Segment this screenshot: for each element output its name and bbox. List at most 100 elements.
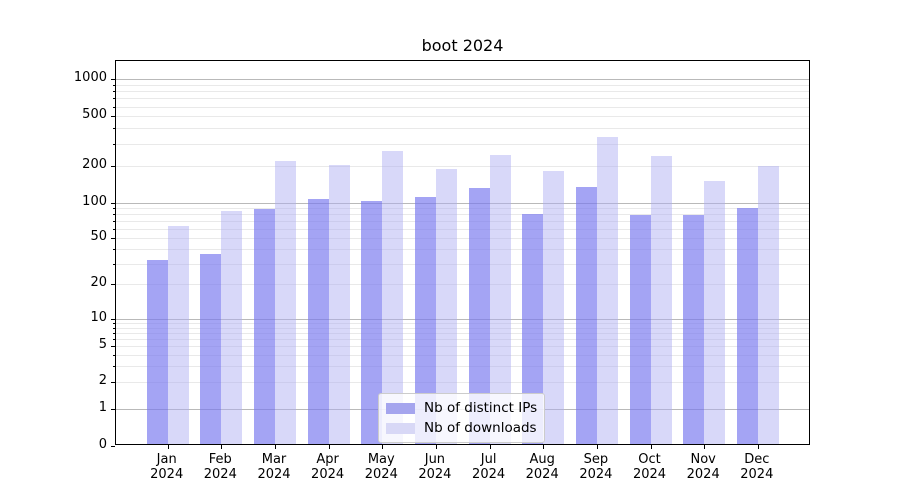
x-tick-label: Dec 2024 <box>725 452 789 482</box>
bar-downloads <box>221 211 243 444</box>
y-tick-label: 20 <box>90 275 107 291</box>
y-tick-mark <box>111 319 115 320</box>
grid-minor-line <box>116 332 809 334</box>
x-tick-mark <box>489 445 491 449</box>
bar-distinct-ips <box>468 187 490 444</box>
x-tick-label-month: Jan <box>156 452 177 467</box>
x-tick-label-month: Dec <box>744 452 770 467</box>
bar-distinct-ips <box>254 209 275 444</box>
x-tick-label-year: 2024 <box>364 467 398 482</box>
x-tick-label: Sep 2024 <box>564 452 628 482</box>
y-tick-mark <box>111 409 115 410</box>
bar-distinct-ips <box>683 214 705 444</box>
legend-swatch <box>386 422 415 434</box>
bar-downloads <box>328 164 350 444</box>
y-tick-label: 2 <box>98 372 107 388</box>
bar-distinct-ips <box>736 208 758 444</box>
grid-minor-line <box>116 249 809 251</box>
bar-downloads <box>704 181 726 444</box>
y-minor-tick-mark <box>113 263 115 265</box>
x-tick-mark <box>435 445 437 449</box>
y-tick-mark <box>111 381 115 383</box>
x-tick-label-month: Aug <box>529 452 555 467</box>
legend-label: Nb of distinct IPs <box>424 400 538 416</box>
grid-minor-line <box>116 98 809 100</box>
y-minor-tick-mark <box>113 214 115 216</box>
grid-minor-line <box>116 128 809 130</box>
bar-downloads <box>382 150 404 444</box>
grid-minor-line <box>116 327 809 329</box>
grid-minor-line <box>116 263 809 265</box>
x-tick-label-month: Feb <box>208 452 232 467</box>
chart-title: boot 2024 <box>421 36 504 55</box>
x-tick-label-year: 2024 <box>740 467 774 482</box>
bar-distinct-ips <box>575 186 597 444</box>
bar-distinct-ips <box>307 199 329 444</box>
y-minor-tick-mark <box>113 366 115 368</box>
x-tick-mark <box>382 445 384 449</box>
bar-downloads <box>650 156 672 444</box>
bar-distinct-ips <box>200 253 222 444</box>
bar-downloads <box>596 137 618 444</box>
x-tick-label: Nov 2024 <box>671 452 735 482</box>
x-tick-label: Oct 2024 <box>618 452 682 482</box>
bar-distinct-ips <box>522 213 544 444</box>
bar-downloads <box>167 225 189 444</box>
x-tick-mark <box>704 445 706 449</box>
y-tick-mark <box>111 237 115 239</box>
x-tick-mark <box>328 445 330 449</box>
x-tick-label-month: Jul <box>480 452 497 467</box>
x-tick-mark <box>650 445 652 449</box>
bar-downloads <box>757 166 779 444</box>
x-tick-label-month: Mar <box>261 452 287 467</box>
legend-entry: Nb of distinct IPs <box>386 398 537 418</box>
bar-downloads <box>489 155 511 444</box>
x-tick-label-month: Jun <box>424 452 446 467</box>
grid-minor-line <box>116 106 809 108</box>
grid-minor-line <box>116 208 809 210</box>
y-tick-mark <box>111 346 115 348</box>
grid-minor-line <box>116 366 809 368</box>
y-minor-tick-mark <box>113 323 115 325</box>
bar-downloads <box>435 168 457 444</box>
grid-major-line <box>116 203 809 204</box>
x-tick-label: May 2024 <box>349 452 413 482</box>
y-minor-tick-mark <box>113 91 115 92</box>
grid-minor-line <box>116 91 809 92</box>
grid-major-line <box>116 319 809 320</box>
grid-minor-line <box>116 143 809 145</box>
x-tick-label-month: Nov <box>690 452 716 467</box>
x-tick-label: Jun 2024 <box>403 452 467 482</box>
grid-minor-line <box>116 221 809 222</box>
x-axis-labels: Jan 2024 Feb 2024 Mar 2024 Apr 2024 May 2024 Jun 20… <box>115 452 810 492</box>
y-tick-label: 1 <box>98 400 107 415</box>
legend-label: Nb of downloads <box>424 420 537 436</box>
y-minor-tick-mark <box>113 143 115 145</box>
y-tick-label: 10 <box>90 310 107 325</box>
y-minor-tick-mark <box>113 128 115 130</box>
grid-minor-line <box>116 237 809 239</box>
y-minor-tick-mark <box>113 98 115 100</box>
y-minor-tick-mark <box>113 339 115 340</box>
y-tick-label: 200 <box>82 156 107 172</box>
grid-minor-line <box>116 228 809 230</box>
bar-distinct-ips <box>361 200 383 444</box>
x-tick-label: Apr 2024 <box>296 452 360 482</box>
x-tick-mark <box>596 445 598 449</box>
x-tick-label-year: 2024 <box>257 467 291 482</box>
y-minor-tick-mark <box>113 249 115 251</box>
y-tick-label: 0 <box>98 437 107 452</box>
x-tick-label-month: Oct <box>638 452 661 467</box>
x-tick-mark <box>757 445 759 449</box>
x-tick-label-year: 2024 <box>418 467 452 482</box>
y-tick-mark <box>111 446 115 447</box>
y-minor-tick-mark <box>113 332 115 334</box>
y-tick-label: 5 <box>98 337 107 353</box>
y-axis-labels: 0 1 2 5 10 20 50 100 200 500 1000 <box>0 60 107 452</box>
grid-minor-line <box>116 214 809 216</box>
bar-distinct-ips <box>146 260 168 444</box>
y-tick-mark <box>111 116 115 118</box>
x-tick-label-year: 2024 <box>311 467 345 482</box>
y-tick-label: 100 <box>82 194 107 209</box>
